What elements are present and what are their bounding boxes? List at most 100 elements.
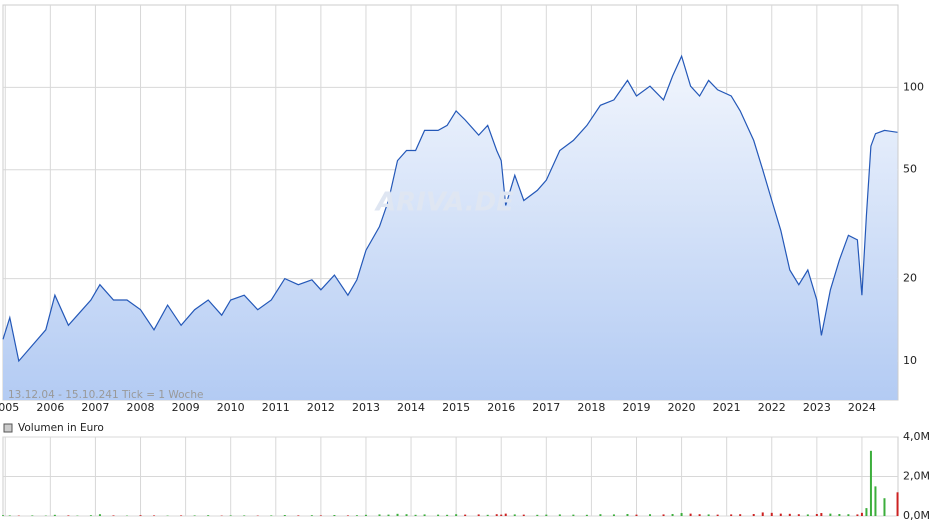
volume-bar [437, 515, 439, 516]
volume-bar [378, 514, 380, 516]
volume-bar [446, 515, 448, 516]
tick-note: 1 Tick = 1 Woche [112, 389, 203, 401]
volume-bar [112, 515, 114, 516]
volume-bar [496, 514, 498, 516]
volume-bar [586, 515, 588, 516]
volume-bar [838, 514, 840, 516]
volume-bar [626, 514, 628, 516]
x-tick-label: 2022 [758, 401, 786, 414]
x-tick-label: 2018 [577, 401, 605, 414]
volume-bar [708, 514, 710, 516]
x-tick-label: 2024 [848, 401, 876, 414]
x-tick-label: 2005 [0, 401, 19, 414]
volume-bar [789, 514, 791, 516]
volume-bar [730, 514, 732, 516]
x-tick-label: 2017 [532, 401, 560, 414]
volume-bar [54, 515, 56, 516]
volume-bar [180, 515, 182, 516]
volume-bar [865, 508, 867, 516]
volume-bar [464, 515, 466, 516]
x-tick-label: 2023 [803, 401, 831, 414]
volume-bar [816, 514, 818, 516]
volume-bar [478, 514, 480, 516]
volume-bar [500, 515, 502, 516]
x-tick-label: 2008 [127, 401, 155, 414]
volume-bar [356, 515, 358, 516]
x-tick-label: 2014 [397, 401, 425, 414]
volume-bar [514, 514, 516, 516]
volume-bar [311, 515, 313, 516]
volume-bar [194, 515, 196, 516]
volume-bar [455, 514, 457, 516]
volume-bar [780, 514, 782, 516]
volume-bar [284, 515, 286, 516]
volume-bar [717, 515, 719, 516]
x-tick-label: 2019 [622, 401, 650, 414]
y-tick-label: 100 [903, 80, 924, 93]
x-tick-label: 2015 [442, 401, 470, 414]
volume-bar [153, 515, 155, 516]
volume-bar [243, 515, 245, 516]
volume-bar [771, 513, 773, 516]
legend-swatch [4, 424, 12, 432]
volume-bar [320, 515, 322, 516]
x-tick-label: 2021 [713, 401, 741, 414]
volume-bar [870, 451, 872, 516]
x-tick-label: 2006 [36, 401, 64, 414]
volume-bar [270, 515, 272, 516]
volume-bar [798, 514, 800, 516]
volume-bar [753, 514, 755, 516]
volume-bar [424, 514, 426, 516]
volume-bar [487, 515, 489, 516]
x-tick-label: 2013 [352, 401, 380, 414]
volume-bar [207, 515, 209, 516]
volume-bar [297, 515, 299, 516]
volume-bar [739, 514, 741, 516]
volume-bar [545, 515, 547, 516]
volume-bar [406, 514, 408, 516]
volume-bar [67, 515, 69, 516]
volume-bar [140, 515, 142, 516]
volume-bar [861, 513, 863, 516]
volume-bar [415, 515, 417, 516]
volume-bar [31, 515, 33, 516]
x-tick-label: 2016 [487, 401, 515, 414]
volume-bar [613, 514, 615, 516]
volume-bar [807, 514, 809, 516]
y2-tick-label: 4,0M [903, 430, 930, 443]
volume-bar [347, 515, 349, 516]
volume-bar [663, 514, 665, 516]
x-tick-label: 2012 [307, 401, 335, 414]
x-tick-label: 2007 [81, 401, 109, 414]
volume-bar [9, 515, 11, 516]
volume-bar [635, 515, 637, 516]
price-area [3, 56, 898, 400]
volume-bar [505, 514, 507, 516]
volume-bar [559, 514, 561, 516]
volume-bar [874, 486, 876, 516]
x-tick-label: 2020 [668, 401, 696, 414]
volume-bar [897, 492, 899, 516]
volume-bar [883, 498, 885, 516]
volume-bar [649, 514, 651, 516]
y-tick-label: 50 [903, 163, 917, 176]
y-tick-label: 10 [903, 354, 917, 367]
volume-bar [388, 515, 390, 516]
x-tick-label: 2011 [262, 401, 290, 414]
volume-bar [820, 513, 822, 516]
volume-bar [333, 515, 335, 516]
volume-bar [99, 514, 101, 516]
volume-bar [681, 513, 683, 516]
volume-bar [536, 515, 538, 516]
volume-bar [856, 514, 858, 516]
volume-bar [699, 514, 701, 516]
volume-bar [762, 512, 764, 516]
legend-label: Volumen in Euro [18, 422, 104, 434]
volume-bar [90, 515, 92, 516]
volume-bar [572, 515, 574, 516]
volume-bar [397, 514, 399, 516]
volume-bar [672, 514, 674, 516]
y-tick-label: 20 [903, 272, 917, 285]
volume-bar [2, 515, 4, 516]
